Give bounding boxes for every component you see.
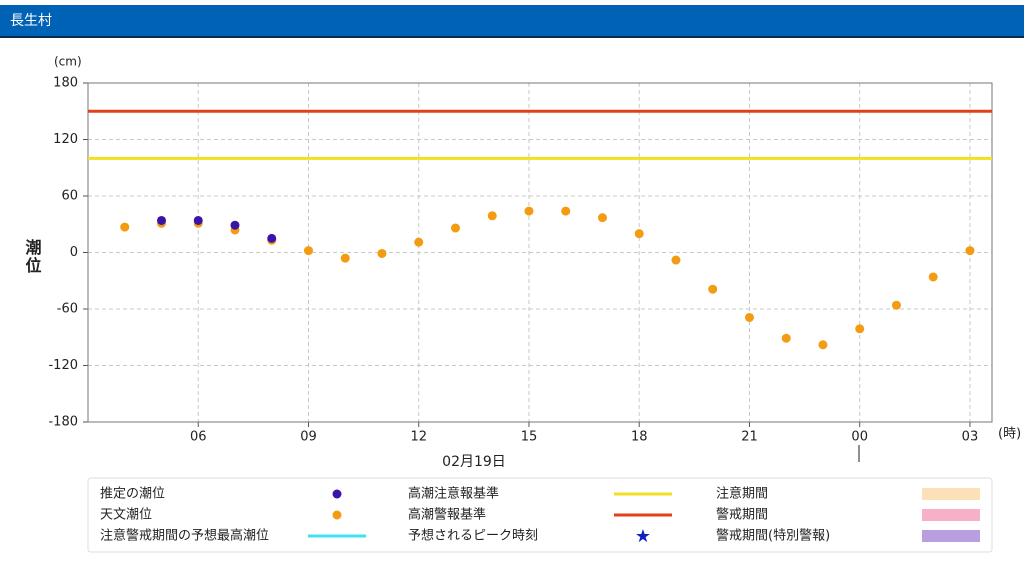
data-point <box>855 324 865 334</box>
legend-label: 高潮警報基準 <box>408 507 486 523</box>
data-point <box>450 223 460 233</box>
data-point <box>230 220 240 230</box>
legend-label: 警戒期間 <box>716 507 768 523</box>
y-unit: (cm) <box>54 55 82 69</box>
data-point <box>414 237 424 247</box>
legend-label: 天文潮位 <box>100 508 152 523</box>
legend-symbol: ★ <box>635 526 651 547</box>
y-tick-label: 60 <box>61 189 78 204</box>
data-point <box>818 340 828 350</box>
y-tick-label: 180 <box>53 76 78 91</box>
x-unit: (時) <box>998 427 1021 442</box>
x-tick-label: 03 <box>962 430 979 445</box>
data-point <box>487 211 497 221</box>
data-point <box>671 255 681 265</box>
data-point <box>708 284 718 294</box>
header-title: 長生村 <box>10 13 52 29</box>
y-tick-label: 0 <box>70 245 78 260</box>
data-point <box>744 312 754 322</box>
date-label: 02月19日 <box>442 454 506 470</box>
legend-label: 警戒期間(特別警報) <box>716 528 830 544</box>
data-point <box>781 333 791 343</box>
data-point <box>561 206 571 216</box>
data-point <box>193 215 203 225</box>
data-point <box>156 215 166 225</box>
legend-label: 注意警戒期間の予想最高潮位 <box>100 528 269 544</box>
x-tick-label: 06 <box>190 430 207 445</box>
y-axis-label: 潮位 <box>23 238 42 275</box>
x-tick-label: 18 <box>631 430 648 445</box>
y-tick-label: -120 <box>48 358 78 373</box>
legend-box <box>87 477 993 553</box>
x-tick-label: 12 <box>410 430 427 445</box>
y-tick-label: -180 <box>48 415 78 430</box>
legend-symbol <box>332 489 342 499</box>
y-tick-label: -60 <box>57 302 78 317</box>
legend-symbol <box>922 488 980 500</box>
data-point <box>965 246 975 256</box>
x-tick-label: 00 <box>851 430 868 445</box>
data-point <box>303 246 313 256</box>
data-point <box>267 233 277 243</box>
plot-frame <box>87 82 993 423</box>
data-point <box>597 213 607 223</box>
data-point <box>928 272 938 282</box>
x-tick-label: 15 <box>521 430 538 445</box>
legend-label: 高潮注意報基準 <box>408 486 499 502</box>
data-point <box>120 222 130 232</box>
legend-symbol <box>922 530 980 542</box>
data-point <box>524 206 534 216</box>
data-point <box>634 229 644 239</box>
header-bar <box>0 5 1024 37</box>
data-point <box>340 253 350 263</box>
legend-symbol <box>922 509 980 521</box>
legend-symbol <box>332 510 342 520</box>
x-tick-label: 21 <box>741 430 758 445</box>
legend-label: 予想されるピーク時刻 <box>408 528 538 544</box>
y-tick-label: 120 <box>53 132 78 147</box>
x-tick-label: 09 <box>300 430 317 445</box>
data-point <box>891 300 901 310</box>
legend-label: 注意期間 <box>716 486 768 502</box>
legend-label: 推定の潮位 <box>100 487 165 502</box>
data-point <box>377 248 387 258</box>
